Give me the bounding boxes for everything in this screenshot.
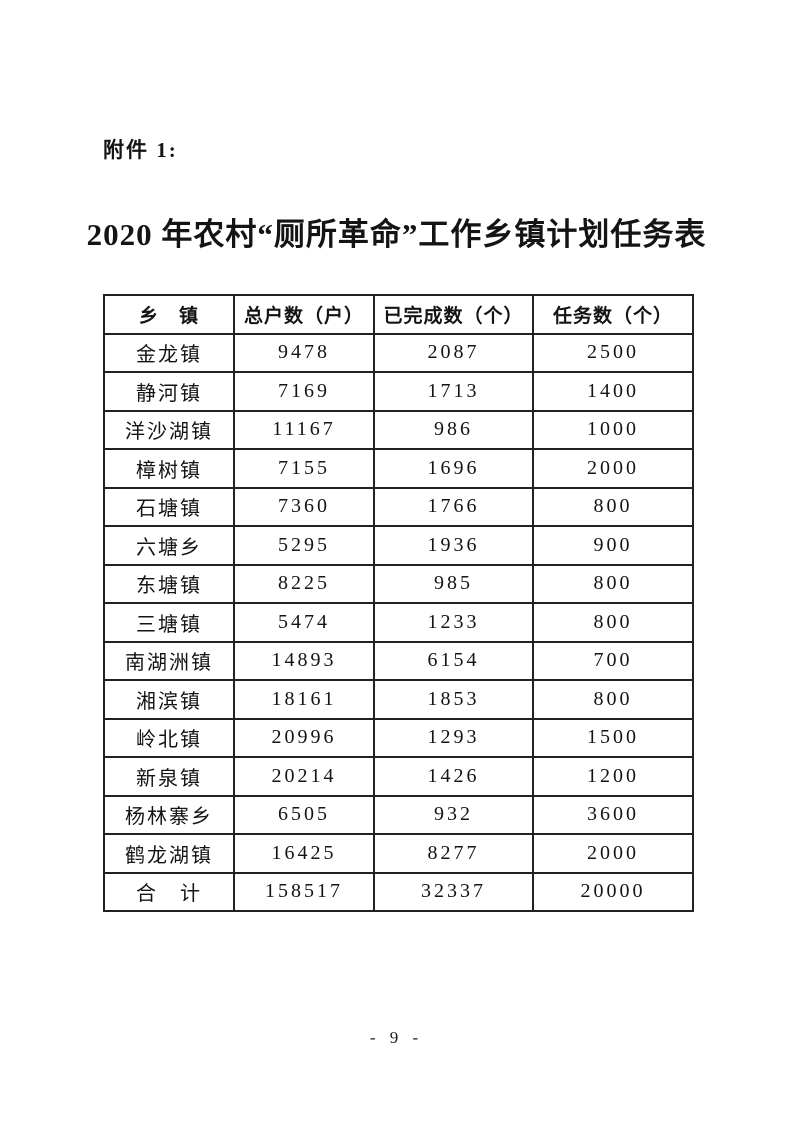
- cell-total-households: 18161: [233, 679, 375, 720]
- cell-total-households: 20996: [233, 717, 375, 758]
- page-number: - 9 -: [369, 1028, 424, 1047]
- table-row: 杨林寨乡 6505 932 3600: [103, 794, 694, 835]
- cell-completed-count: 1426: [373, 756, 534, 797]
- cell-township: 石塘镇: [103, 486, 235, 527]
- cell-completed-count: 8277: [373, 833, 534, 874]
- cell-completed-count: 2087: [373, 332, 534, 373]
- cell-task-count: 1000: [532, 409, 694, 450]
- cell-township: 合 计: [103, 871, 235, 912]
- cell-task-count: 1400: [532, 371, 694, 412]
- header-cell-completed-count: 已完成数（个）: [373, 294, 534, 335]
- cell-total-households: 5474: [233, 602, 375, 643]
- page-title: 2020 年农村“厕所革命”工作乡镇计划任务表: [86, 217, 707, 252]
- cell-township: 三塘镇: [103, 602, 235, 643]
- cell-total-households: 20214: [233, 756, 375, 797]
- header-cell-township: 乡 镇: [103, 294, 235, 335]
- table-row: 洋沙湖镇 11167 986 1000: [103, 409, 694, 450]
- cell-township: 新泉镇: [103, 756, 235, 797]
- cell-completed-count: 932: [373, 794, 534, 835]
- cell-total-households: 11167: [233, 409, 375, 450]
- cell-task-count: 2500: [532, 332, 694, 373]
- cell-completed-count: 1713: [373, 371, 534, 412]
- table-row: 金龙镇 9478 2087 2500: [103, 332, 694, 373]
- cell-total-households: 6505: [233, 794, 375, 835]
- cell-task-count: 700: [532, 640, 694, 681]
- table-row-total: 合 计 158517 32337 20000: [103, 871, 694, 912]
- cell-township: 杨林寨乡: [103, 794, 235, 835]
- cell-township: 东塘镇: [103, 563, 235, 604]
- cell-task-count: 2000: [532, 448, 694, 489]
- cell-total-households: 14893: [233, 640, 375, 681]
- cell-completed-count: 985: [373, 563, 534, 604]
- cell-completed-count: 1233: [373, 602, 534, 643]
- cell-task-count: 2000: [532, 833, 694, 874]
- table-header-row: 乡 镇 总户数（户） 已完成数（个） 任务数（个）: [103, 294, 694, 335]
- cell-total-households: 8225: [233, 563, 375, 604]
- table-row: 六塘乡 5295 1936 900: [103, 525, 694, 566]
- cell-completed-count: 6154: [373, 640, 534, 681]
- table-row: 南湖洲镇 14893 6154 700: [103, 640, 694, 681]
- cell-township: 六塘乡: [103, 525, 235, 566]
- cell-task-count: 900: [532, 525, 694, 566]
- table-row: 东塘镇 8225 985 800: [103, 563, 694, 604]
- township-plan-table: 乡 镇 总户数（户） 已完成数（个） 任务数（个） 金龙镇 9478 2087 …: [103, 294, 694, 912]
- cell-township: 岭北镇: [103, 717, 235, 758]
- cell-task-count: 800: [532, 563, 694, 604]
- cell-township: 洋沙湖镇: [103, 409, 235, 450]
- cell-completed-count: 1853: [373, 679, 534, 720]
- cell-total-households: 9478: [233, 332, 375, 373]
- cell-completed-count: 1696: [373, 448, 534, 489]
- cell-task-count: 20000: [532, 871, 694, 912]
- cell-completed-count: 1766: [373, 486, 534, 527]
- cell-task-count: 800: [532, 602, 694, 643]
- table-row: 樟树镇 7155 1696 2000: [103, 448, 694, 489]
- header-cell-total-households: 总户数（户）: [233, 294, 375, 335]
- cell-total-households: 5295: [233, 525, 375, 566]
- table-row: 鹤龙湖镇 16425 8277 2000: [103, 833, 694, 874]
- cell-task-count: 800: [532, 679, 694, 720]
- attachment-label: 附件 1:: [103, 138, 178, 162]
- cell-total-households: 7360: [233, 486, 375, 527]
- cell-completed-count: 32337: [373, 871, 534, 912]
- table-row: 湘滨镇 18161 1853 800: [103, 679, 694, 720]
- table-row: 岭北镇 20996 1293 1500: [103, 717, 694, 758]
- cell-total-households: 16425: [233, 833, 375, 874]
- cell-completed-count: 1293: [373, 717, 534, 758]
- cell-task-count: 1200: [532, 756, 694, 797]
- cell-completed-count: 1936: [373, 525, 534, 566]
- table-row: 新泉镇 20214 1426 1200: [103, 756, 694, 797]
- cell-township: 湘滨镇: [103, 679, 235, 720]
- cell-total-households: 7169: [233, 371, 375, 412]
- cell-township: 鹤龙湖镇: [103, 833, 235, 874]
- cell-township: 樟树镇: [103, 448, 235, 489]
- cell-task-count: 3600: [532, 794, 694, 835]
- cell-task-count: 1500: [532, 717, 694, 758]
- table-row: 三塘镇 5474 1233 800: [103, 602, 694, 643]
- table-row: 石塘镇 7360 1766 800: [103, 486, 694, 527]
- cell-total-households: 158517: [233, 871, 375, 912]
- cell-task-count: 800: [532, 486, 694, 527]
- cell-township: 金龙镇: [103, 332, 235, 373]
- cell-completed-count: 986: [373, 409, 534, 450]
- table-row: 静河镇 7169 1713 1400: [103, 371, 694, 412]
- cell-total-households: 7155: [233, 448, 375, 489]
- cell-township: 静河镇: [103, 371, 235, 412]
- header-cell-task-count: 任务数（个）: [532, 294, 694, 335]
- table-body: 金龙镇 9478 2087 2500 静河镇 7169 1713 1400 洋沙…: [103, 332, 694, 912]
- cell-township: 南湖洲镇: [103, 640, 235, 681]
